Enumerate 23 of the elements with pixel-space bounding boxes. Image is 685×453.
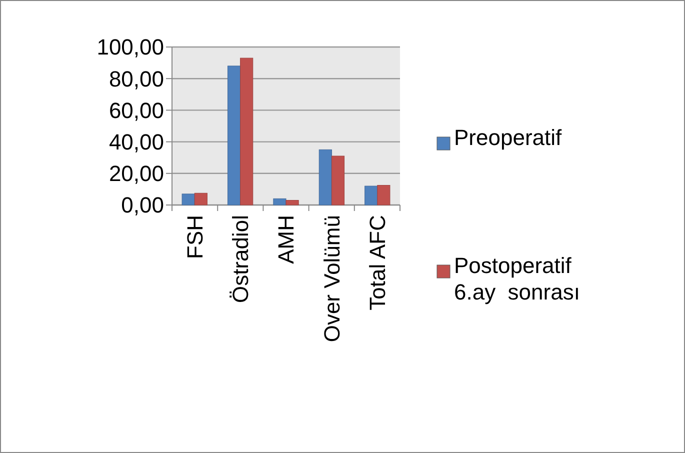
y-tick-label: 0,00	[121, 192, 164, 218]
y-tick-label: 100,00	[96, 34, 164, 60]
y-tick-label: 60,00	[108, 98, 164, 123]
legend-label: Preoperatif	[454, 125, 563, 150]
bar	[377, 185, 390, 206]
legend-label: Postoperatif 6.ay sonrası	[454, 253, 580, 304]
x-tick-label: Total AFC	[365, 214, 390, 310]
x-tick-label: Östradiol	[228, 215, 254, 304]
y-tick-label: 80,00	[108, 66, 164, 92]
y-tick-label: 40,00	[108, 130, 164, 154]
bar	[182, 194, 195, 206]
bar	[240, 58, 254, 206]
bar	[318, 149, 332, 206]
y-tick-label: 20,00	[108, 161, 164, 186]
bar	[364, 186, 378, 206]
x-tick-label: FSH	[182, 215, 208, 259]
bar	[227, 66, 241, 206]
x-tick-label: Over Volümü	[319, 215, 344, 342]
x-tick-label: AMH	[274, 215, 299, 264]
bar	[273, 198, 286, 206]
bar	[331, 156, 345, 206]
bar	[286, 200, 299, 206]
bar	[194, 192, 208, 206]
